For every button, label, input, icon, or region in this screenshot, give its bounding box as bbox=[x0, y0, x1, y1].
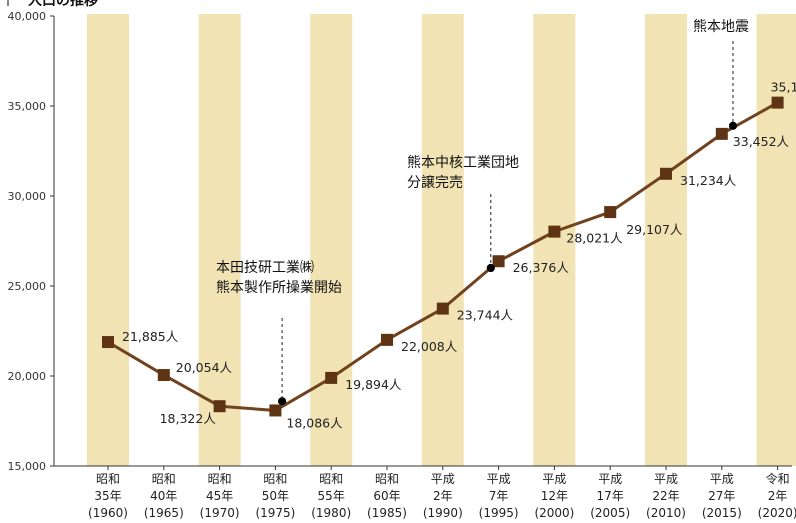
x-tick-label: 平成 bbox=[598, 472, 622, 486]
data-label: 18,086人 bbox=[286, 415, 343, 430]
chart-title-group: 人口の推移 bbox=[7, 0, 98, 9]
event-dot bbox=[278, 397, 287, 406]
x-tick-label: 昭和 bbox=[208, 472, 232, 486]
x-tick-label: 55年 bbox=[318, 489, 345, 503]
x-tick-label: 昭和 bbox=[319, 472, 343, 486]
data-point-marker bbox=[548, 225, 561, 238]
y-tick-label: 40,000 bbox=[8, 10, 47, 23]
data-label: 20,054人 bbox=[176, 360, 233, 375]
x-tick-label: 12年 bbox=[541, 489, 568, 503]
data-label: 33,452人 bbox=[733, 134, 790, 149]
background-band bbox=[421, 14, 464, 466]
x-tick-label: 35年 bbox=[94, 489, 121, 503]
data-point-marker bbox=[436, 302, 449, 315]
data-point-marker bbox=[157, 369, 170, 382]
x-tick-label: 45年 bbox=[206, 489, 233, 503]
data-labels: 21,885人 20,054人 18,322人 18,086人 19,894人 22,00… bbox=[122, 80, 796, 431]
x-tick-label: 昭和 bbox=[263, 472, 287, 486]
background-band bbox=[198, 14, 241, 466]
x-tick-label: 27年 bbox=[708, 489, 735, 503]
data-label: 28,021人 bbox=[566, 231, 623, 246]
data-label: 21,885人 bbox=[122, 329, 179, 344]
data-point-marker bbox=[381, 333, 393, 346]
x-tick-label: 7年 bbox=[489, 489, 509, 503]
event-dot bbox=[728, 121, 737, 130]
data-label: 26,376人 bbox=[513, 260, 570, 275]
y-tick-label: 30,000 bbox=[8, 190, 47, 203]
x-tick-label: (2005) bbox=[590, 506, 630, 520]
x-tick-label: 2年 bbox=[768, 489, 788, 503]
x-tick-label: 令和 bbox=[766, 471, 790, 486]
data-point-marker bbox=[715, 127, 728, 140]
x-tick-label: 2年 bbox=[433, 489, 453, 503]
data-point-marker bbox=[492, 255, 505, 268]
chart-axes: 15,000 20,000 25,000 30,000 35,000 40,000 bbox=[8, 10, 792, 473]
x-tick-label: 昭和 bbox=[375, 472, 399, 486]
y-tick-label: 20,000 bbox=[8, 370, 47, 383]
population-series bbox=[102, 96, 784, 417]
data-label: 29,107人 bbox=[626, 222, 683, 237]
data-label: 35,187人 bbox=[771, 80, 796, 95]
background-band bbox=[310, 14, 353, 466]
data-point-marker bbox=[269, 404, 282, 417]
x-tick-label: (1975) bbox=[255, 506, 295, 520]
data-point-marker bbox=[604, 206, 617, 219]
background-band bbox=[645, 14, 687, 466]
data-point-marker bbox=[102, 336, 114, 349]
data-label: 23,744人 bbox=[457, 308, 514, 323]
y-tick-label: 35,000 bbox=[8, 100, 47, 113]
x-tick-label: 平成 bbox=[542, 472, 566, 486]
event-dot bbox=[486, 264, 495, 272]
x-tick-label: 40年 bbox=[150, 489, 177, 503]
x-tick-label: 17年 bbox=[597, 489, 624, 503]
x-tick-label: (1995) bbox=[479, 506, 519, 520]
x-tick-label: 昭和 bbox=[152, 472, 176, 486]
x-tick-label: 平成 bbox=[710, 472, 734, 486]
data-label: 18,322人 bbox=[160, 411, 217, 426]
x-tick-label: (1980) bbox=[311, 506, 351, 520]
data-point-marker bbox=[325, 371, 338, 384]
x-tick-label: (2010) bbox=[646, 506, 686, 520]
x-tick-label: 昭和 bbox=[96, 472, 120, 486]
x-tick-label: 平成 bbox=[431, 472, 455, 486]
data-point-marker bbox=[771, 96, 784, 109]
chart-title: 人口の推移 bbox=[28, 0, 98, 9]
background-band bbox=[756, 14, 796, 466]
y-tick-label: 25,000 bbox=[8, 280, 47, 293]
data-label: 22,008人 bbox=[401, 339, 458, 354]
data-label: 19,894人 bbox=[345, 377, 402, 392]
x-tick-label: (2020) bbox=[758, 506, 796, 520]
data-point-marker bbox=[213, 400, 226, 413]
annotation-text: 熊本中核工業団地 bbox=[407, 155, 519, 171]
annotation-text: 熊本地震 bbox=[693, 19, 749, 35]
background-band bbox=[87, 14, 129, 466]
x-tick-label: 50年 bbox=[262, 489, 289, 503]
background-bands bbox=[87, 14, 796, 466]
x-tick-label: (2015) bbox=[702, 506, 742, 520]
x-tick-label: 22年 bbox=[652, 489, 679, 503]
x-tick-label: (1970) bbox=[200, 506, 240, 520]
x-tick-label: 平成 bbox=[654, 472, 678, 486]
y-tick-label: 15,000 bbox=[8, 460, 47, 473]
x-tick-label: (1990) bbox=[423, 506, 463, 520]
x-tick-label: 平成 bbox=[487, 472, 511, 486]
x-tick-label: (1985) bbox=[367, 506, 407, 520]
annotation-text: 分譲完売 bbox=[407, 175, 463, 191]
x-tick-label: (1965) bbox=[144, 506, 184, 520]
x-tick-label: (2000) bbox=[534, 506, 574, 520]
annotation-text: 本田技研工業㈱ bbox=[216, 260, 314, 276]
x-tick-label: 60年 bbox=[373, 489, 400, 503]
annotation-text: 熊本製作所操業開始 bbox=[216, 280, 342, 296]
x-tick-label: (1960) bbox=[88, 506, 128, 520]
data-point-marker bbox=[660, 167, 672, 180]
x-axis-labels: 昭和 35年 (1960) 昭和 40年 (1965) 昭和 45年 (1970) 昭和 50年 (1… bbox=[88, 471, 796, 520]
data-label: 31,234人 bbox=[680, 173, 737, 188]
